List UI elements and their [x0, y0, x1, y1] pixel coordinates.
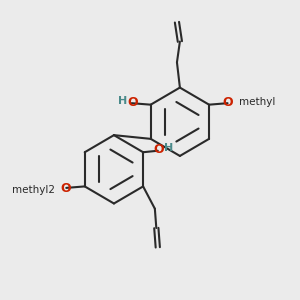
Text: O: O	[153, 143, 164, 156]
Text: H: H	[164, 143, 173, 153]
Text: H: H	[118, 96, 127, 106]
Text: O: O	[223, 96, 233, 109]
Text: methyl: methyl	[239, 97, 276, 107]
Text: O: O	[60, 182, 71, 195]
Text: methyl2: methyl2	[11, 185, 55, 195]
Text: O: O	[127, 96, 137, 109]
